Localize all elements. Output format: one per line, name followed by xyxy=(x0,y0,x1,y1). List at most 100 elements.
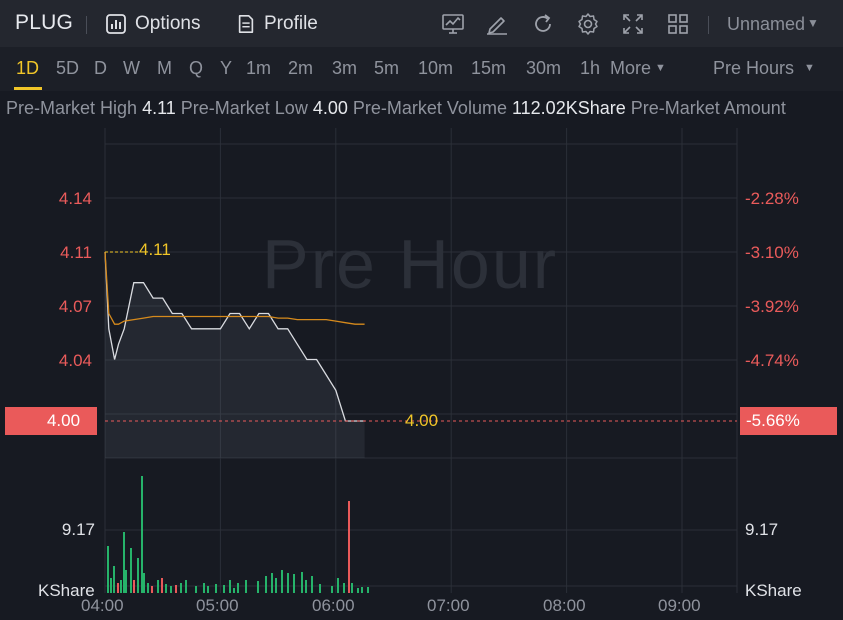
options-button[interactable]: Options xyxy=(105,12,200,36)
settings-gear-icon[interactable] xyxy=(576,12,600,36)
profile-label: Profile xyxy=(264,13,318,34)
period-1m[interactable]: 1m xyxy=(246,58,272,78)
volume-bar xyxy=(117,583,119,593)
time-tick: 06:00 xyxy=(312,596,355,615)
chart-canvas[interactable] xyxy=(0,128,843,620)
period-1h[interactable]: 1h xyxy=(580,58,601,78)
percent-tick: -3.92% xyxy=(745,297,799,316)
options-chart-icon xyxy=(106,14,126,34)
layout-grid-icon[interactable] xyxy=(666,12,690,36)
premarket-stats: Pre-Market High 4.11 Pre-Market Low 4.00… xyxy=(6,98,843,119)
period-5m[interactable]: 5m xyxy=(374,58,400,78)
time-tick: 07:00 xyxy=(427,596,470,615)
period-bar: 1D 5D D W M Q Y 1m 2m 3m 5m 10m 15m 30m … xyxy=(0,47,843,91)
refresh-icon[interactable] xyxy=(531,12,555,36)
period-10m[interactable]: 10m xyxy=(418,58,454,78)
volume-bar xyxy=(257,581,259,593)
premarket-low-value: 4.00 xyxy=(312,98,348,118)
indicator-icon[interactable] xyxy=(441,12,465,36)
volume-bar xyxy=(301,572,303,593)
volume-bar xyxy=(337,578,339,593)
volume-bar xyxy=(133,580,135,593)
divider xyxy=(86,16,87,34)
volume-unit-right: KShare xyxy=(745,581,802,600)
period-d[interactable]: D xyxy=(94,58,107,78)
volume-bar xyxy=(130,548,132,593)
symbol-label[interactable]: PLUG xyxy=(15,11,73,34)
volume-bar xyxy=(107,546,109,593)
more-periods-dropdown[interactable]: More ▼ xyxy=(610,58,666,79)
volume-bar xyxy=(361,587,363,593)
period-w[interactable]: W xyxy=(123,58,140,78)
volume-bar xyxy=(120,580,122,593)
volume-bar xyxy=(113,566,115,593)
divider xyxy=(708,16,709,34)
period-y[interactable]: Y xyxy=(220,58,233,78)
volume-bar xyxy=(237,583,239,593)
volume-bar xyxy=(319,584,321,593)
percent-tick: -3.10% xyxy=(745,243,799,262)
premarket-amount-label: Pre-Market Amount xyxy=(630,98,786,118)
fullscreen-icon[interactable] xyxy=(621,12,645,36)
more-label: More xyxy=(610,58,652,78)
draw-pencil-icon[interactable] xyxy=(485,12,509,36)
price-line xyxy=(104,251,365,422)
volume-bar xyxy=(311,576,313,593)
caret-down-icon: ▼ xyxy=(807,16,819,30)
volume-bar xyxy=(265,576,267,593)
premarket-high-label: Pre-Market High xyxy=(6,98,138,118)
volume-bar xyxy=(305,580,307,593)
volume-bar xyxy=(123,532,125,593)
volume-bar xyxy=(175,585,177,593)
volume-bar xyxy=(157,580,159,593)
volume-bar xyxy=(331,586,333,593)
volume-bar xyxy=(215,584,217,593)
volume-bar xyxy=(293,574,295,593)
period-1d[interactable]: 1D xyxy=(16,58,40,78)
options-label: Options xyxy=(135,13,201,34)
layout-name-dropdown[interactable]: Unnamed ▼ xyxy=(727,14,819,35)
volume-bar xyxy=(223,585,225,593)
last-price-label: 4.00 xyxy=(405,411,439,430)
volume-bar xyxy=(185,580,187,593)
chart-watermark: Pre Hour xyxy=(262,225,559,303)
volume-tick-left: 9.17 xyxy=(61,520,95,539)
premarket-high-value: 4.11 xyxy=(142,98,176,118)
period-5d[interactable]: 5D xyxy=(56,58,80,78)
price-area xyxy=(105,252,365,458)
layout-name-label: Unnamed xyxy=(727,14,806,34)
period-15m[interactable]: 15m xyxy=(471,58,507,78)
volume-tick-right: 9.17 xyxy=(745,520,779,539)
volume-bar xyxy=(245,580,247,593)
document-icon xyxy=(238,15,254,33)
current-percent-tag: -5.66% xyxy=(740,407,837,435)
high-marker-label: 4.11 xyxy=(139,240,171,259)
volume-bar xyxy=(165,584,167,593)
volume-bar xyxy=(348,501,350,593)
period-q[interactable]: Q xyxy=(189,58,204,78)
period-2m[interactable]: 2m xyxy=(288,58,314,78)
period-3m[interactable]: 3m xyxy=(332,58,358,78)
premarket-volume-label: Pre-Market Volume xyxy=(352,98,507,118)
volume-bar xyxy=(351,583,353,593)
profile-button[interactable]: Profile xyxy=(236,12,318,36)
session-dropdown[interactable]: Pre Hours ▼ xyxy=(713,58,815,79)
volume-bar xyxy=(170,586,172,593)
period-30m[interactable]: 30m xyxy=(526,58,562,78)
premarket-low-label: Pre-Market Low xyxy=(180,98,308,118)
volume-bar xyxy=(110,578,112,593)
caret-down-icon: ▼ xyxy=(804,62,815,74)
percent-tick: -2.28% xyxy=(745,189,799,208)
volume-bar xyxy=(125,570,127,593)
volume-unit-left: KShare xyxy=(38,581,95,600)
volume-bar xyxy=(143,573,145,593)
period-m[interactable]: M xyxy=(157,58,172,78)
price-chart[interactable]: Pre Hour 4.14 4.11 4.07 4.04 -2.28% -3.1… xyxy=(0,128,843,620)
caret-down-icon: ▼ xyxy=(655,62,666,74)
price-tick: 4.14 xyxy=(58,189,92,208)
average-price-line xyxy=(104,251,365,325)
volume-bar xyxy=(151,586,153,593)
time-tick: 09:00 xyxy=(658,596,701,615)
volume-bar xyxy=(203,583,205,593)
time-tick: 04:00 xyxy=(81,596,124,615)
